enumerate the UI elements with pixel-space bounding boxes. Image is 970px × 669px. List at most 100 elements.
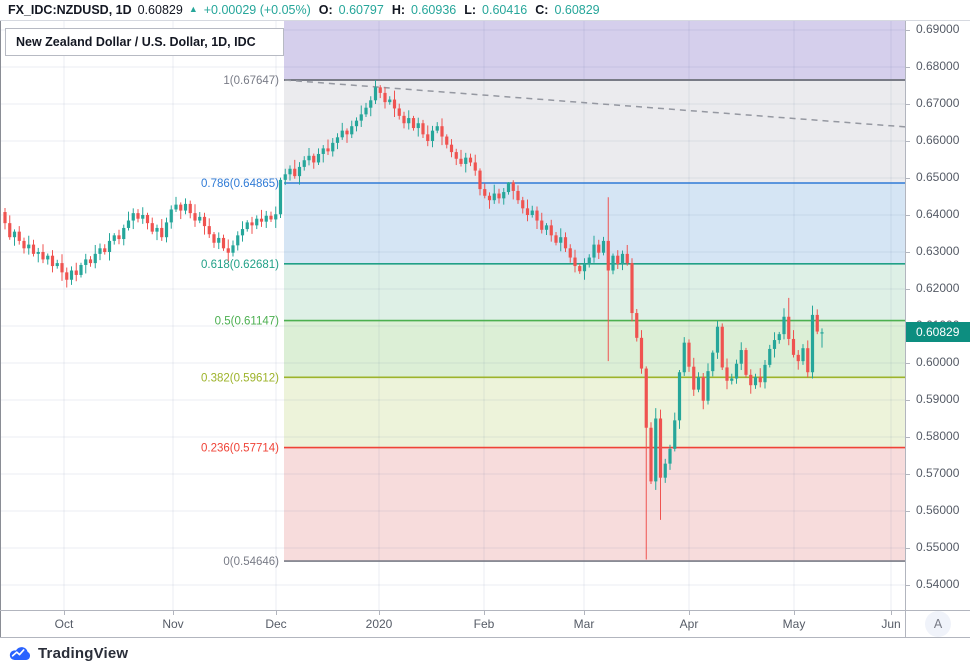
candle	[497, 188, 501, 204]
candle	[454, 148, 458, 166]
tradingview-cloud-icon[interactable]	[8, 645, 32, 662]
auto-fit-button[interactable]: A	[925, 611, 951, 637]
candle	[777, 331, 781, 344]
candle	[483, 183, 487, 199]
candle	[449, 139, 454, 158]
candle	[226, 239, 230, 262]
candle	[635, 308, 639, 342]
candle	[630, 258, 634, 322]
candle	[587, 254, 591, 268]
candle	[350, 120, 354, 139]
price-tick	[906, 289, 910, 290]
price-tick	[906, 511, 910, 512]
candle	[169, 205, 173, 229]
price-tick	[906, 252, 910, 253]
price-tick	[906, 474, 910, 475]
low-value: 0.60416	[482, 3, 528, 17]
candle	[801, 344, 805, 365]
candle	[293, 159, 297, 179]
candle	[12, 229, 17, 246]
candle	[112, 233, 116, 245]
candle	[245, 220, 249, 232]
chart-main-row: New Zealand Dollar / U.S. Dollar, 1D, ID…	[0, 21, 970, 610]
candle	[530, 205, 534, 218]
chart-legend[interactable]: New Zealand Dollar / U.S. Dollar, 1D, ID…	[5, 28, 284, 56]
symbol-title[interactable]: FX_IDC:NZDUSD, 1D	[8, 3, 132, 17]
brand-name[interactable]: TradingView	[38, 645, 129, 662]
candle	[179, 202, 183, 220]
candle	[331, 138, 335, 157]
price-tick	[906, 400, 910, 401]
fib-level-label: 0.236(0.57714)	[201, 443, 279, 455]
candle	[758, 368, 762, 388]
time-axis-label: Dec	[265, 617, 287, 631]
candle	[383, 87, 387, 109]
candle	[312, 153, 316, 169]
candle	[65, 267, 69, 288]
candle	[359, 105, 363, 127]
price-axis-label: 0.55000	[916, 540, 960, 554]
candle	[682, 337, 686, 376]
trend-line[interactable]	[284, 79, 906, 128]
candle	[93, 244, 97, 269]
price-change: +0.00029 (+0.05%)	[203, 3, 311, 17]
candle	[459, 149, 463, 167]
price-axis[interactable]: 0.69000 0.68000 0.67000 0.66000 0.65000 0.640…	[905, 21, 970, 610]
candlestick-chart-svg: 1(0.67647) 0.786(0.64865) 0.618(0.62681) 0.…	[1, 21, 906, 610]
candle	[79, 262, 83, 278]
price-axis-label: 0.58000	[916, 429, 960, 443]
price-tick	[906, 585, 910, 586]
candle	[259, 209, 264, 227]
candle	[554, 232, 558, 246]
price-tick	[906, 548, 910, 549]
candle	[164, 217, 169, 243]
candle	[435, 122, 439, 134]
candle	[217, 232, 221, 250]
candle	[734, 359, 739, 384]
fib-levels[interactable]: 1(0.67647) 0.786(0.64865) 0.618(0.62681) 0.…	[201, 75, 906, 568]
price-axis-label: 0.68000	[916, 59, 960, 73]
candle	[212, 232, 216, 248]
up-triangle-icon: ▲	[188, 4, 198, 14]
candle	[364, 102, 368, 117]
candle	[407, 110, 411, 130]
time-tick	[584, 611, 585, 615]
candle	[625, 244, 629, 266]
candle	[768, 344, 772, 368]
price-tick	[906, 437, 910, 438]
candle	[326, 139, 330, 156]
candle	[620, 250, 625, 271]
axis-corner: A	[905, 611, 970, 637]
candle	[107, 233, 112, 261]
price-axis-label: 0.56000	[916, 503, 960, 517]
candle	[302, 156, 306, 171]
candle	[525, 199, 530, 222]
candle	[31, 239, 36, 257]
candlestick-series	[3, 80, 824, 560]
candle	[787, 297, 791, 346]
time-axis[interactable]: Oct Nov Dec 2020 Feb Mar Apr May Jun	[0, 611, 905, 637]
close-label: C:	[535, 3, 549, 17]
candle	[815, 309, 819, 335]
candle	[50, 250, 55, 273]
candle	[278, 177, 283, 218]
time-tick	[891, 611, 892, 615]
candle	[810, 305, 815, 379]
price-axis-label: 0.54000	[916, 577, 960, 591]
candle	[136, 209, 140, 223]
candle	[582, 258, 587, 280]
candle	[725, 358, 729, 390]
time-axis-label: Apr	[679, 617, 699, 631]
candle	[307, 148, 311, 166]
candle	[264, 210, 268, 228]
candle	[687, 339, 691, 372]
candle	[616, 250, 620, 270]
candle	[354, 117, 359, 132]
candle	[468, 153, 473, 167]
candle	[269, 211, 273, 223]
fib-level-label: 0(0.54646)	[223, 556, 279, 568]
candle	[207, 218, 211, 238]
candle	[8, 215, 12, 240]
chart-plot-area[interactable]: New Zealand Dollar / U.S. Dollar, 1D, ID…	[0, 21, 906, 610]
close-value: 0.60829	[554, 3, 600, 17]
